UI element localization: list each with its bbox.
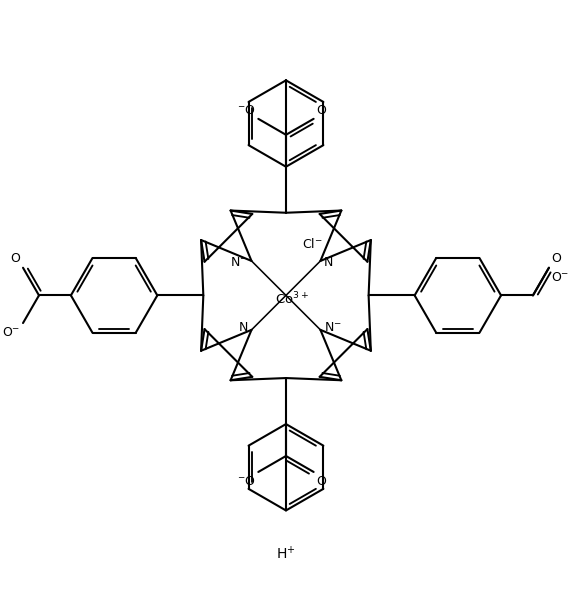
Text: O: O: [316, 475, 326, 488]
Text: $^{-}$O: $^{-}$O: [236, 104, 255, 117]
Text: O$^{-}$: O$^{-}$: [551, 271, 569, 283]
Text: $^{-}$O: $^{-}$O: [236, 475, 255, 488]
Text: N$^{-}$: N$^{-}$: [230, 256, 248, 270]
Text: Co$^{3+}$: Co$^{3+}$: [275, 291, 308, 308]
Text: N: N: [238, 321, 248, 335]
Text: O$^{-}$: O$^{-}$: [2, 326, 20, 339]
Text: O: O: [316, 104, 326, 117]
Text: H$^{+}$: H$^{+}$: [276, 545, 296, 563]
Text: O: O: [551, 252, 561, 265]
Text: N$^{-}$: N$^{-}$: [324, 321, 342, 335]
Text: O: O: [10, 252, 20, 265]
Text: Cl$^{-}$: Cl$^{-}$: [302, 237, 323, 251]
Text: N: N: [324, 256, 333, 270]
